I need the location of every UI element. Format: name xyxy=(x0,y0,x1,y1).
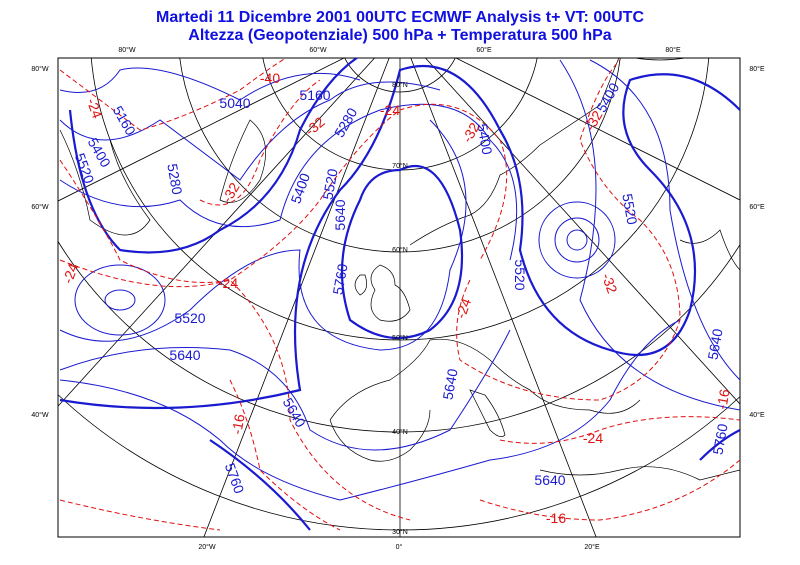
temperature-label: -24 xyxy=(583,430,603,446)
graticule-label: 0° xyxy=(396,543,403,551)
height-label: 5640 xyxy=(439,367,460,401)
graticule-label: 80°W xyxy=(118,46,136,54)
temperature-label: -16 xyxy=(228,413,247,436)
temperature-label: -24 xyxy=(380,102,400,118)
frame xyxy=(57,57,741,538)
height-label: 5520 xyxy=(319,167,340,201)
temperature-label: -16 xyxy=(546,510,566,526)
height-label: 5640 xyxy=(169,347,200,363)
graticule-label: 60°E xyxy=(749,203,765,211)
height-label: 5040 xyxy=(219,95,250,111)
graticule-label: 60°N xyxy=(392,246,408,254)
temperature-label: -40 xyxy=(260,70,280,86)
height-label: 5520 xyxy=(619,192,640,226)
height-label: 5640 xyxy=(534,472,565,488)
graticule-label: 80°E xyxy=(665,46,681,54)
graticule-label: 70°N xyxy=(392,162,408,170)
graticule-label: 40°N xyxy=(392,428,408,436)
title: Martedi 11 Dicembre 2001 00UTC ECMWF Ana… xyxy=(156,9,644,26)
graticule-label: 20°E xyxy=(584,543,600,551)
graticule-label: 60°E xyxy=(476,46,492,54)
temperature-label: -24 xyxy=(84,96,106,121)
height-label: 5520 xyxy=(174,310,205,326)
graticule-label: 20°W xyxy=(198,543,216,551)
temperature-label: -24 xyxy=(452,296,474,321)
height-label: 5520 xyxy=(512,259,528,290)
subtitle: Altezza (Geopotenziale) 500 hPa + Temper… xyxy=(188,27,612,44)
temperature-label: -16 xyxy=(713,388,732,411)
temperature-label: -24 xyxy=(59,261,81,286)
coastlines xyxy=(59,58,740,481)
height-label: 5280 xyxy=(164,162,185,196)
height-label: 5760 xyxy=(709,422,730,456)
graticule-label: 40°E xyxy=(749,411,765,419)
temperature-contours xyxy=(59,58,740,531)
temperature-label: -32 xyxy=(599,271,621,296)
graticule-label: 80°W xyxy=(31,65,49,73)
height-label: 5640 xyxy=(332,199,348,230)
graticule-label: 80°E xyxy=(749,65,765,73)
graticule-label: 30°N xyxy=(392,528,408,536)
graticule-label: 60°W xyxy=(31,203,49,211)
graticule-label: 50°N xyxy=(392,334,408,342)
height-label: 5760 xyxy=(329,262,350,296)
graticule-label: 60°W xyxy=(309,46,327,54)
height-label: 5640 xyxy=(704,327,725,361)
height-contours-bold xyxy=(59,58,740,531)
height-label: 5400 xyxy=(474,122,495,156)
height-label: 5160 xyxy=(299,87,330,103)
graticule-label: 40°W xyxy=(31,411,49,419)
graticule-label: 80°N xyxy=(392,81,408,89)
temperature-label: -24 xyxy=(218,275,238,291)
